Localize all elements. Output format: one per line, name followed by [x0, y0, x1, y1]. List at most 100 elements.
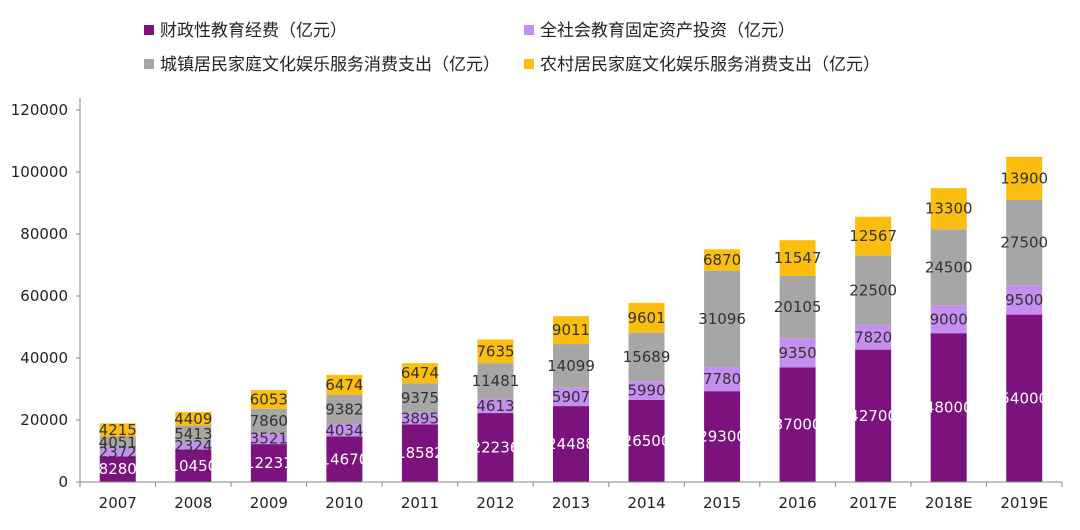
bar-segment [930, 188, 967, 230]
data-label: 4051 [99, 434, 137, 452]
bar-segment [779, 367, 816, 482]
data-label: 18582 [396, 444, 444, 462]
data-label: 13900 [1000, 169, 1048, 187]
data-label: 22236 [472, 439, 520, 457]
bar-segment [99, 456, 136, 482]
x-tick-label: 2008 [174, 494, 212, 512]
data-label: 48000 [925, 399, 973, 417]
bar-segment [326, 374, 363, 395]
bar-segment [326, 424, 363, 437]
y-tick-label: 0 [58, 473, 68, 491]
bar-segment [628, 332, 665, 382]
data-label: 4409 [174, 410, 212, 428]
data-label: 29300 [698, 428, 746, 446]
y-tick-label: 100000 [11, 163, 68, 181]
data-label: 9375 [401, 389, 439, 407]
bar-segment [326, 436, 363, 482]
bar-segment [250, 390, 287, 409]
data-label: 9350 [779, 344, 817, 362]
bar-segment [99, 448, 136, 457]
legend: 财政性教育经费（亿元） 全社会教育固定资产投资（亿元） 城镇居民家庭文化娱乐服务消费… [144, 21, 880, 75]
legend-swatch-4 [524, 59, 534, 69]
bar-segment [175, 449, 212, 482]
legend-label-4: 农村居民家庭文化娱乐服务消费支出（亿元） [540, 55, 880, 75]
bar-segment [175, 411, 212, 426]
data-label: 20105 [774, 298, 822, 316]
data-label: 26500 [623, 432, 671, 450]
bar-segment [855, 216, 892, 256]
bar-segment [250, 433, 287, 445]
data-label: 7635 [476, 342, 514, 360]
data-label: 31096 [698, 310, 746, 328]
data-label: 13300 [925, 200, 973, 218]
bar-segment [1006, 199, 1043, 286]
data-label: 2372 [99, 444, 137, 462]
data-label: 7780 [703, 370, 741, 388]
x-tick-label: 2019E [1000, 494, 1048, 512]
data-label: 27500 [1000, 234, 1048, 252]
bar-segment [553, 406, 589, 482]
data-label: 24500 [925, 258, 973, 276]
x-tick-label: 2013 [552, 494, 590, 512]
x-tick-label: 2015 [703, 494, 741, 512]
bar-segment [553, 316, 589, 345]
data-label: 22500 [849, 282, 897, 300]
data-label: 12231 [245, 454, 293, 472]
data-label: 37000 [774, 416, 822, 434]
x-tick-label: 2009 [250, 494, 288, 512]
data-label: 3521 [250, 430, 288, 448]
data-label: 9382 [325, 400, 363, 418]
data-label: 7820 [854, 329, 892, 347]
legend-swatch-1 [144, 25, 154, 35]
bar-segment [855, 325, 892, 350]
bar-segment [401, 383, 438, 413]
bar-segment [704, 249, 741, 271]
x-tick-label: 2010 [325, 494, 363, 512]
x-tick-label: 2011 [401, 494, 439, 512]
bar-segment [779, 338, 816, 368]
data-label: 6474 [325, 376, 363, 394]
legend-label-2: 全社会教育固定资产投资（亿元） [540, 21, 795, 41]
bar-segment [99, 423, 136, 437]
y-tick-label: 60000 [20, 287, 68, 305]
data-label: 9011 [552, 321, 590, 339]
data-label: 5990 [627, 382, 665, 400]
bar-segment [477, 339, 514, 364]
bar-segment [628, 399, 665, 482]
bar-segment [553, 387, 589, 407]
data-label: 6053 [250, 390, 288, 408]
y-tick-label: 80000 [20, 225, 68, 243]
data-label: 7860 [250, 412, 288, 430]
bar-segment [704, 270, 741, 368]
bar-segment [704, 367, 741, 392]
data-label: 4613 [476, 397, 514, 415]
data-label: 9601 [627, 309, 665, 327]
bars [99, 156, 1043, 482]
data-label: 11481 [472, 372, 520, 390]
data-label: 6474 [401, 364, 439, 382]
data-label: 42700 [849, 407, 897, 425]
data-label: 15689 [623, 348, 671, 366]
bar-segment [855, 255, 892, 326]
bar-segment [477, 413, 514, 482]
x-axis: 2007 2008 2009 2010 2011 2012 2013 2014 2015 2016… [79, 481, 1063, 512]
data-label: 4215 [99, 421, 137, 439]
data-label: 10450 [169, 457, 217, 475]
bar-segment [779, 275, 816, 339]
y-tick-label: 40000 [20, 349, 68, 367]
bar-segment [930, 333, 967, 482]
data-label: 6870 [703, 251, 741, 269]
bar-segment [175, 425, 212, 443]
x-tick-label: 2018E [925, 494, 973, 512]
data-label: 24488 [547, 435, 595, 453]
legend-label-1: 财政性教育经费（亿元） [160, 21, 347, 41]
bar-segment [401, 363, 438, 384]
y-axis: 0 20000 40000 60000 80000 100000 120000 [11, 98, 81, 491]
bar-segment [401, 412, 438, 425]
bar-segment [250, 444, 287, 482]
data-label: 9500 [1005, 291, 1043, 309]
bar-segment [704, 391, 741, 482]
x-tick-label: 2012 [476, 494, 514, 512]
bar-segment [401, 424, 438, 482]
data-label: 4034 [325, 421, 363, 439]
